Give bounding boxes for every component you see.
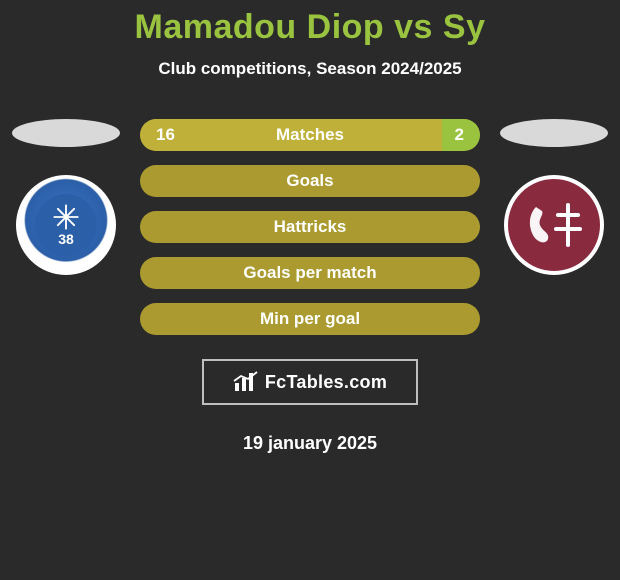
stat-label: Hattricks	[274, 217, 347, 237]
stat-label: Goals per match	[243, 263, 376, 283]
comparison-row: 38 16 Matches 2 Goals Hattricks Goals per mat…	[0, 119, 620, 454]
snowflake-icon	[52, 203, 80, 231]
page-subtitle: Club competitions, Season 2024/2025	[0, 59, 620, 79]
player-right-column	[494, 119, 614, 275]
brand-box: FcTables.com	[202, 359, 418, 405]
player-right-shadow	[500, 119, 608, 147]
stat-bar-matches: 16 Matches 2	[140, 119, 480, 151]
stat-value-left: 16	[156, 125, 175, 145]
brand-name: FcTables.com	[265, 372, 387, 393]
stat-value-right: 2	[455, 125, 464, 145]
stat-label: Min per goal	[260, 309, 360, 329]
club-logo-left-inner: 38	[35, 194, 97, 256]
stat-bar-goals-per-match: Goals per match	[140, 257, 480, 289]
club-logo-right	[504, 175, 604, 275]
stat-label: Matches	[276, 125, 344, 145]
player-left-column: 38	[6, 119, 126, 275]
stat-label: Goals	[286, 171, 333, 191]
stat-bar-min-per-goal: Min per goal	[140, 303, 480, 335]
metz-crest-icon	[518, 189, 590, 261]
bar-chart-icon	[233, 371, 259, 393]
page-title: Mamadou Diop vs Sy	[0, 0, 620, 47]
comparison-date: 19 january 2025	[243, 433, 377, 454]
club-logo-left: 38	[16, 175, 116, 275]
stat-bar-goals: Goals	[140, 165, 480, 197]
stats-column: 16 Matches 2 Goals Hattricks Goals per match M…	[126, 119, 494, 454]
club-left-short: 38	[58, 231, 74, 248]
stat-bar-hattricks: Hattricks	[140, 211, 480, 243]
player-left-shadow	[12, 119, 120, 147]
